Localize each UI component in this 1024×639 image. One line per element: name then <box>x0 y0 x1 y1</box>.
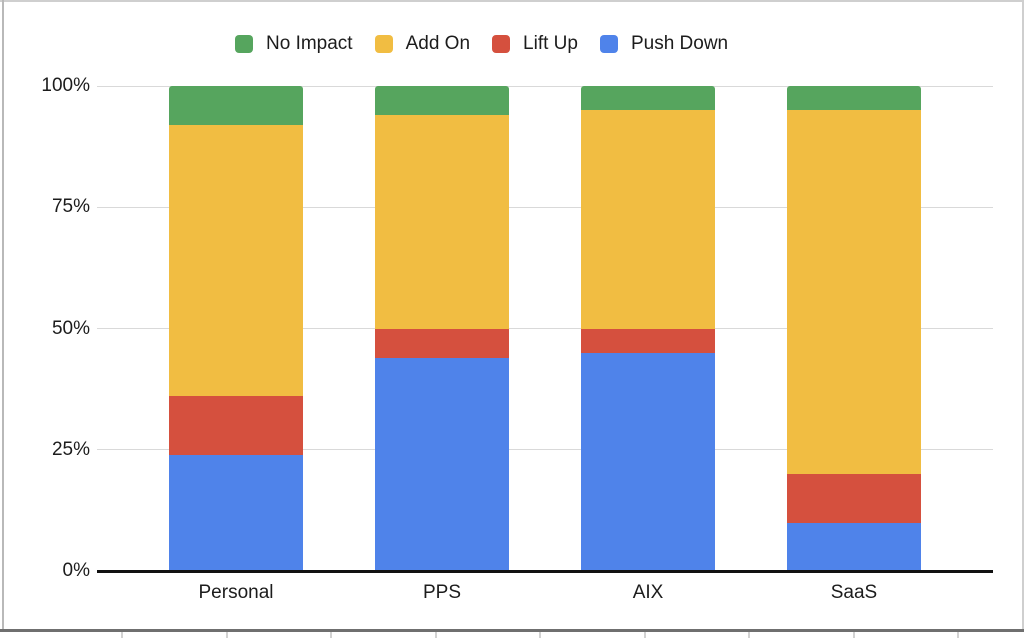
column-edge-tick <box>853 632 855 638</box>
column-edge-tick <box>435 632 437 638</box>
legend-item-add-on: Add On <box>374 33 471 55</box>
spreadsheet-edge-strip <box>0 632 1024 639</box>
legend-swatch-icon <box>235 35 253 53</box>
legend-item-lift-up: Lift Up <box>492 33 578 55</box>
y-tick-label: 75% <box>51 196 90 218</box>
bar-personal <box>169 86 303 571</box>
legend-label: Push Down <box>630 33 729 54</box>
y-tick-label: 100% <box>41 75 90 96</box>
bar-aix <box>581 86 715 571</box>
segment-personal-no-impact <box>169 86 303 125</box>
segment-aix-push-down <box>581 352 715 571</box>
legend-label: Lift Up <box>523 33 578 54</box>
legend-swatch-icon <box>599 35 618 53</box>
legend-label: Add On <box>405 33 471 54</box>
segment-pps-lift-up <box>375 328 509 358</box>
segment-saas-push-down <box>787 522 921 571</box>
x-tick-label-aix: AIX <box>632 582 664 603</box>
bar-saas <box>787 86 921 571</box>
plot-area <box>97 86 993 571</box>
segment-personal-push-down <box>169 454 303 571</box>
legend-item-push-down: Push Down <box>599 33 729 55</box>
legend-swatch-icon <box>492 35 511 53</box>
gridline-25 <box>97 449 993 451</box>
bar-pps <box>375 86 509 571</box>
segment-personal-add-on <box>169 124 303 397</box>
frame-border-right <box>1022 0 1024 631</box>
y-tick-label: 25% <box>51 438 90 460</box>
segment-saas-no-impact <box>787 86 921 111</box>
frame-border-bottom <box>0 629 1024 632</box>
x-axis-line <box>97 570 993 573</box>
segment-pps-no-impact <box>375 86 509 116</box>
segment-aix-lift-up <box>581 328 715 353</box>
column-edge-tick <box>226 632 228 638</box>
segment-saas-lift-up <box>787 474 921 523</box>
segment-saas-add-on <box>787 110 921 474</box>
legend-item-no-impact: No Impact <box>235 33 353 55</box>
gridline-50 <box>97 328 993 329</box>
y-tick-label: 0% <box>62 560 90 581</box>
x-tick-label-personal: Personal <box>198 582 274 603</box>
segment-pps-add-on <box>375 115 509 329</box>
frame-border-top <box>0 0 1024 2</box>
column-edge-tick <box>539 632 541 638</box>
column-edge-tick <box>644 632 646 638</box>
column-edge-tick <box>957 632 959 638</box>
x-tick-label-pps: PPS <box>422 582 462 603</box>
legend-label: No Impact <box>266 33 353 54</box>
segment-personal-lift-up <box>169 396 303 455</box>
legend-swatch-icon <box>374 35 393 53</box>
segment-pps-push-down <box>375 357 509 571</box>
column-edge-tick <box>330 632 332 638</box>
column-edge-tick <box>748 632 750 638</box>
segment-aix-add-on <box>581 110 715 329</box>
gridline-100 <box>97 85 993 87</box>
segment-aix-no-impact <box>581 86 715 111</box>
y-tick-label: 50% <box>51 317 90 339</box>
x-tick-label-saas: SaaS <box>830 582 878 603</box>
legend: No Impact Add On Lift Up Push Down <box>235 33 728 55</box>
frame-border-left <box>2 0 4 631</box>
column-edge-tick <box>121 632 123 638</box>
gridline-75 <box>97 206 993 208</box>
